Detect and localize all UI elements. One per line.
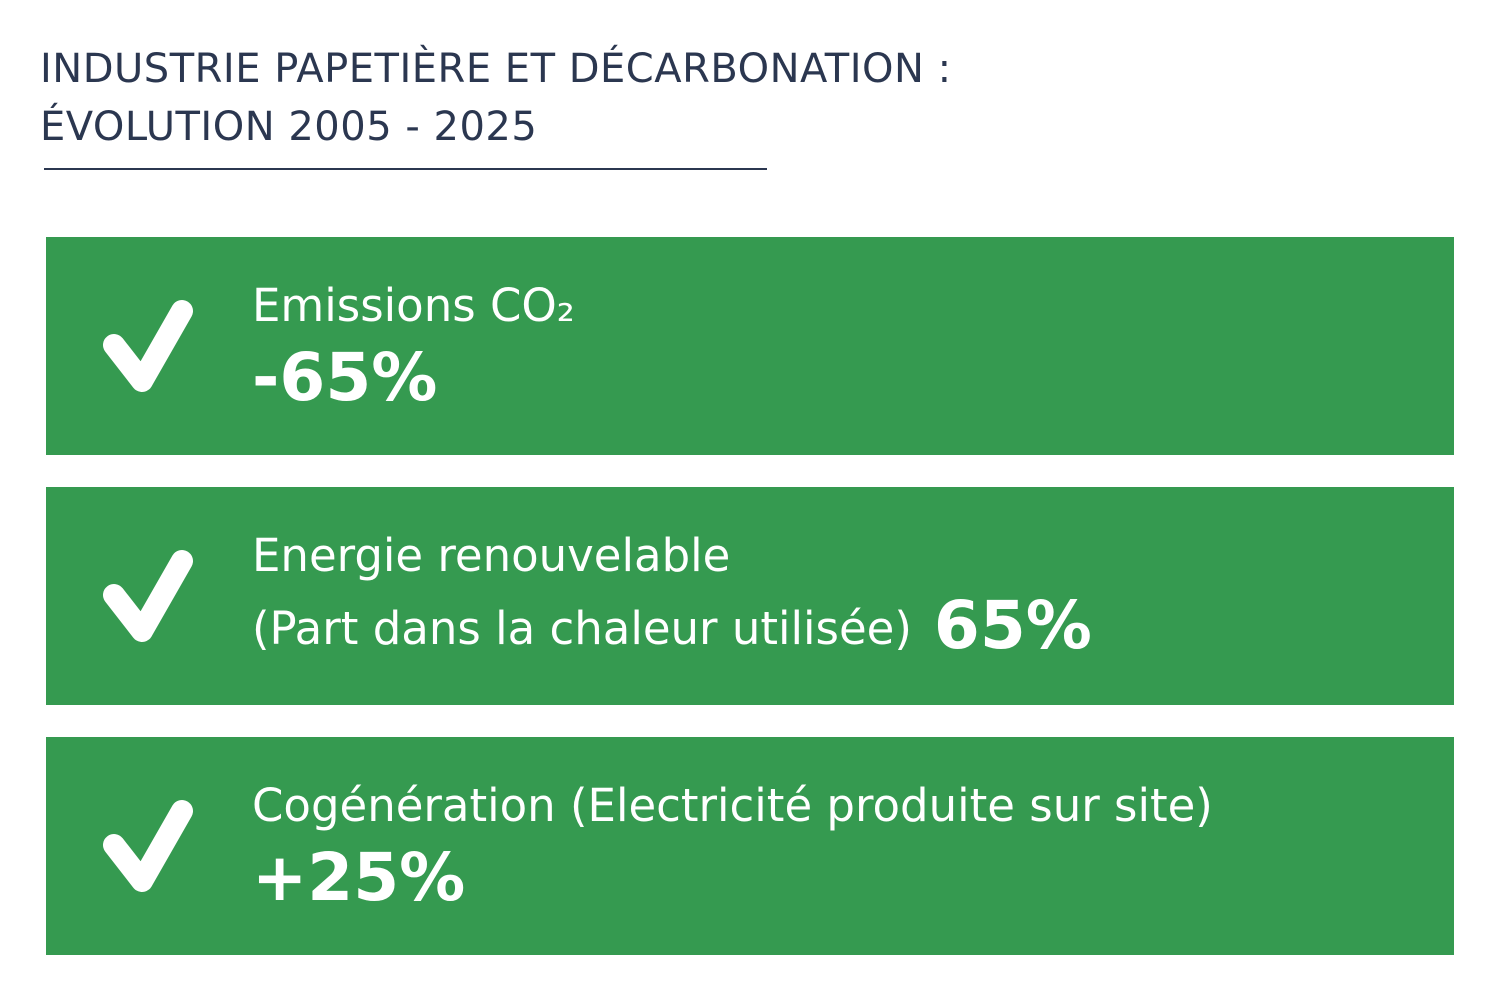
card-label: Emissions CO₂ bbox=[252, 279, 575, 332]
check-icon bbox=[96, 547, 208, 647]
check-icon bbox=[96, 297, 208, 397]
card-text: Emissions CO₂ -65% bbox=[252, 273, 1434, 417]
card-subline: (Part dans la chaleur utilisée) 65% bbox=[252, 589, 1434, 666]
card-cogeneration: Cogénération (Electricité produite sur s… bbox=[46, 737, 1454, 955]
card-renewable-energy: Energie renouvelable (Part dans la chale… bbox=[46, 487, 1454, 705]
card-value: +25% bbox=[252, 839, 466, 916]
title-line-1: INDUSTRIE PAPETIÈRE ET DÉCARBONATION : bbox=[40, 46, 952, 92]
card-sublabel: (Part dans la chaleur utilisée) bbox=[252, 602, 912, 655]
page-title: INDUSTRIE PAPETIÈRE ET DÉCARBONATION : É… bbox=[40, 40, 952, 156]
card-value: -65% bbox=[252, 339, 438, 416]
card-co2-emissions: Emissions CO₂ -65% bbox=[46, 237, 1454, 455]
check-icon bbox=[96, 797, 208, 897]
title-line-2: ÉVOLUTION 2005 - 2025 bbox=[40, 104, 538, 150]
card-label: Energie renouvelable bbox=[252, 529, 731, 582]
card-value: 65% bbox=[933, 587, 1092, 664]
card-label: Cogénération (Electricité produite sur s… bbox=[252, 779, 1213, 832]
card-text: Energie renouvelable (Part dans la chale… bbox=[252, 523, 1434, 666]
title-divider bbox=[44, 168, 767, 170]
card-text: Cogénération (Electricité produite sur s… bbox=[252, 773, 1434, 917]
